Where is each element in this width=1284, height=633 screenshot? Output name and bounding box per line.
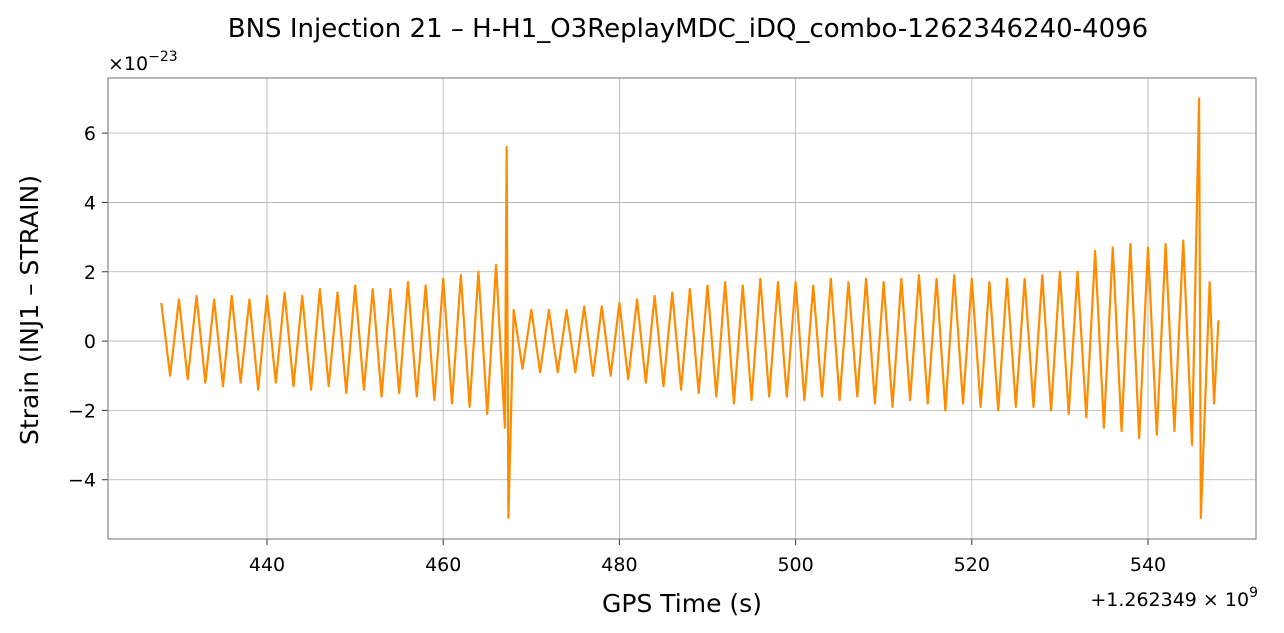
y-tick-label: −2 <box>68 400 96 422</box>
x-offset-exponent: 9 <box>1249 585 1258 601</box>
x-axis-label: GPS Time (s) <box>602 589 762 618</box>
y-offset-exponent: −23 <box>148 49 178 65</box>
y-offset-base: ×10 <box>108 53 148 75</box>
x-offset-base: +1.262349 × 10 <box>1090 589 1249 611</box>
chart-title: BNS Injection 21 – H-H1_O3ReplayMDC_iDQ_… <box>228 14 1148 44</box>
x-offset: +1.262349 × 109 <box>1090 585 1258 611</box>
plot-frame <box>107 77 1257 540</box>
x-tick-label: 540 <box>1130 554 1166 576</box>
y-tick-label: 2 <box>84 262 96 284</box>
y-tick-label: 6 <box>84 123 96 145</box>
y-tick-label: −4 <box>68 470 96 492</box>
x-tick-label: 480 <box>601 554 637 576</box>
x-tick-label: 520 <box>954 554 990 576</box>
y-axis-label: Strain (INJ1 – STRAIN) <box>15 175 44 445</box>
x-tick-label: 440 <box>249 554 285 576</box>
y-tick-label: 4 <box>84 192 96 214</box>
y-tick-label: 0 <box>84 331 96 353</box>
y-offset: ×10−23 <box>108 49 178 75</box>
x-tick-label: 460 <box>425 554 461 576</box>
data-line <box>160 97 1220 519</box>
x-tick-label: 500 <box>777 554 813 576</box>
